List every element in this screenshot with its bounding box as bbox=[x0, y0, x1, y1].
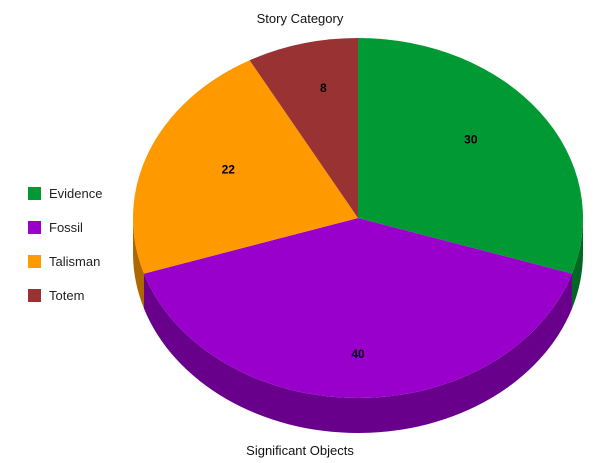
legend-swatch-fossil bbox=[28, 220, 41, 234]
legend-label: Totem bbox=[49, 287, 85, 303]
chart-xlabel: Significant Objects bbox=[246, 443, 354, 458]
pie-side-fossil bbox=[144, 273, 572, 433]
legend-swatch-evidence bbox=[28, 186, 41, 200]
legend-item-totem[interactable]: Totem bbox=[28, 278, 102, 312]
legend-item-fossil[interactable]: Fossil bbox=[28, 210, 102, 244]
legend-item-evidence[interactable]: Evidence bbox=[28, 176, 102, 210]
legend: Evidence Fossil Talisman Totem bbox=[28, 176, 102, 312]
pie-slice-fossil[interactable] bbox=[144, 218, 572, 398]
slice-value-label-totem: 8 bbox=[320, 81, 327, 95]
legend-label: Evidence bbox=[49, 185, 103, 201]
pie-slice-totem[interactable] bbox=[249, 38, 358, 218]
legend-label: Talisman bbox=[49, 253, 101, 269]
chart-title: Story Category bbox=[256, 11, 344, 26]
slice-value-label-talisman: 22 bbox=[222, 162, 236, 176]
pie-side-talisman bbox=[133, 218, 145, 309]
pie-slice-talisman[interactable] bbox=[132, 60, 358, 274]
pie-side-evidence bbox=[571, 218, 583, 309]
legend-label: Fossil bbox=[49, 219, 83, 235]
slice-value-label-fossil: 40 bbox=[351, 347, 365, 361]
legend-item-talisman[interactable]: Talisman bbox=[28, 244, 102, 278]
legend-swatch-totem bbox=[28, 288, 41, 302]
slice-value-label-evidence: 30 bbox=[464, 133, 478, 147]
legend-swatch-talisman bbox=[28, 254, 41, 268]
pie-slice-evidence[interactable] bbox=[358, 38, 583, 274]
